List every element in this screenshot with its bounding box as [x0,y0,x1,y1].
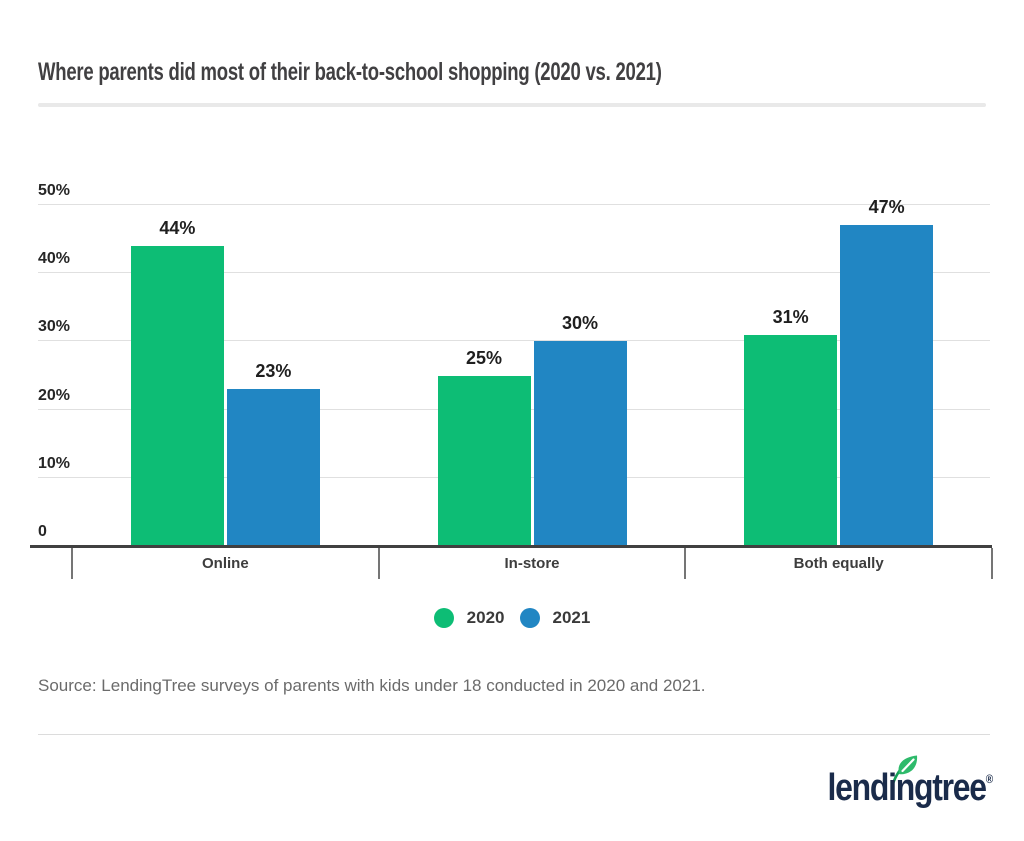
bar-2020-online [130,245,224,546]
bar-value-label: 30% [561,313,599,334]
legend-dot [519,608,540,628]
chart-legend: 2020 2021 [0,608,1024,628]
footer-divider [38,734,990,735]
logo-text: lendingtree [827,767,986,809]
bar-value-label: 44% [159,217,196,238]
y-axis-tick-label: 50% [38,182,71,199]
source-note: Source: LendingTree surveys of parents w… [38,676,706,695]
y-axis-tick-label: 40% [38,250,71,268]
title-divider [38,103,986,107]
legend-label: 2021 [552,608,591,627]
gridline [38,340,990,342]
bar-2021-in-store [533,341,627,546]
registered-trademark: ® [985,772,993,786]
x-axis-tick [684,548,687,579]
logo-wordmark: lendingtree® [827,767,993,810]
legend-label: 2020 [466,608,505,627]
gridline [38,272,990,274]
y-axis-tick-label: 10% [38,454,71,472]
x-axis-category-label: In-store [504,555,560,572]
legend-item-2021: 2021 [519,608,591,628]
bar-2020-in-store [437,375,531,546]
x-axis-tick [991,548,993,579]
y-axis-tick-label: 0 [38,523,47,540]
plot-area: 0 10% 20% 30% 40% 50% Online 44% 23% In-store 25% 3… [30,182,993,579]
bar-value-label: 31% [772,306,809,327]
y-axis-tick-label: 30% [38,318,71,336]
lendingtree-logo: lendingtree® [819,752,995,816]
x-axis-line [30,544,992,548]
bar-value-label: 47% [868,197,905,218]
x-axis-tick [377,548,380,579]
legend-dot [433,608,454,628]
bar-2020-both-equally [744,334,838,546]
x-axis-tick [71,548,73,579]
y-axis-tick-label: 20% [38,386,71,404]
x-axis-category-label: Both equally [793,555,884,572]
gridline [38,204,990,205]
bar-value-label: 25% [465,347,503,368]
bar-2021-online [226,389,320,546]
x-axis-category-label: Online [201,555,249,572]
legend-item-2020: 2020 [433,608,505,628]
leaf-icon [891,755,918,786]
chart-title: Where parents did most of their back-to-… [38,58,662,86]
bar-value-label: 23% [255,361,292,382]
bar-2021-both-equally [840,225,934,546]
